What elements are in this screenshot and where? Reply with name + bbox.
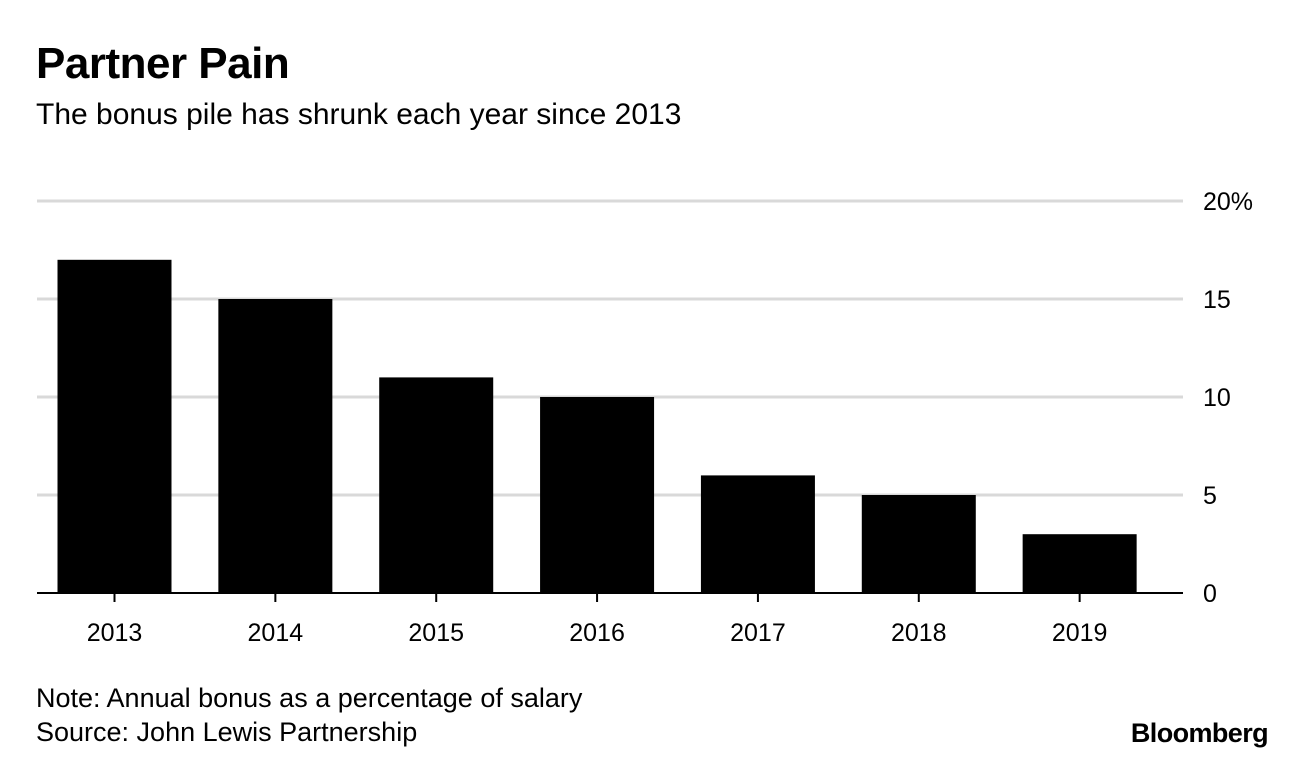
x-tick-label: 2015: [408, 619, 464, 647]
bar: [379, 377, 494, 593]
bar: [861, 495, 976, 593]
chart-note: Note: Annual bonus as a percentage of sa…: [36, 683, 583, 713]
bar: [57, 259, 172, 593]
bar: [1022, 534, 1137, 593]
y-tick-label: 0: [1203, 580, 1217, 608]
x-tick-label: 2017: [730, 619, 786, 647]
bars: [57, 259, 1137, 593]
bar: [218, 299, 333, 593]
chart-subtitle: The bonus pile has shrunk each year sinc…: [36, 98, 682, 131]
bar: [700, 475, 815, 593]
chart-title: Partner Pain: [36, 39, 290, 88]
y-tick-label: 15: [1203, 286, 1231, 314]
x-tick-label: 2018: [891, 619, 947, 647]
bloomberg-logo: Bloomberg: [1130, 718, 1269, 748]
axes: 0 5 10 15 20% 2013 2014 2015 2016 2017 2018 2019: [37, 188, 1253, 647]
x-tick-label: 2013: [87, 619, 143, 647]
bar-chart: 0 5 10 15 20% 2013 2014 2015 2016 2017 2018 2019: [37, 188, 1253, 647]
y-tick-label: 20%: [1203, 188, 1253, 216]
x-tick-label: 2016: [569, 619, 625, 647]
y-tick-label: 10: [1203, 384, 1231, 412]
y-tick-label: 5: [1203, 482, 1217, 510]
x-tick-label: 2019: [1052, 619, 1108, 647]
x-tick-label: 2014: [248, 619, 304, 647]
chart-source: Source: John Lewis Partnership: [36, 717, 418, 747]
bar: [540, 397, 655, 593]
